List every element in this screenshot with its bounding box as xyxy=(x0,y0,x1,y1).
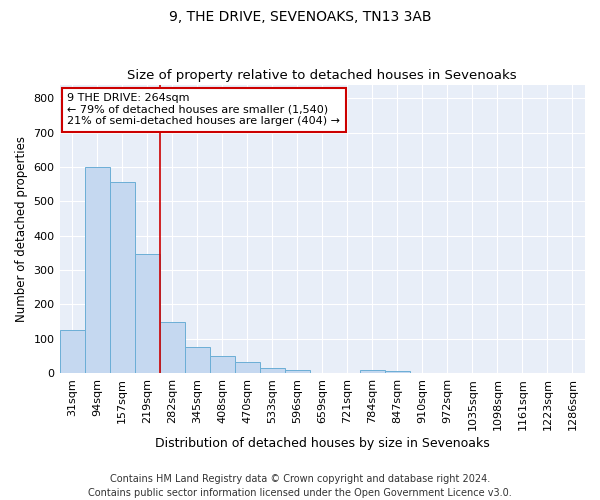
Bar xyxy=(260,368,285,373)
Bar xyxy=(85,166,110,373)
Bar xyxy=(110,182,134,373)
Text: 9 THE DRIVE: 264sqm
← 79% of detached houses are smaller (1,540)
21% of semi-det: 9 THE DRIVE: 264sqm ← 79% of detached ho… xyxy=(67,93,340,126)
Bar xyxy=(160,322,185,373)
Bar xyxy=(185,348,209,373)
Bar xyxy=(385,372,410,373)
Title: Size of property relative to detached houses in Sevenoaks: Size of property relative to detached ho… xyxy=(127,69,517,82)
Y-axis label: Number of detached properties: Number of detached properties xyxy=(15,136,28,322)
Text: Contains HM Land Registry data © Crown copyright and database right 2024.
Contai: Contains HM Land Registry data © Crown c… xyxy=(88,474,512,498)
Bar xyxy=(59,330,85,373)
Bar xyxy=(235,362,260,373)
Bar xyxy=(285,370,310,373)
Bar xyxy=(134,254,160,373)
Text: 9, THE DRIVE, SEVENOAKS, TN13 3AB: 9, THE DRIVE, SEVENOAKS, TN13 3AB xyxy=(169,10,431,24)
Bar xyxy=(209,356,235,373)
Bar xyxy=(360,370,385,373)
X-axis label: Distribution of detached houses by size in Sevenoaks: Distribution of detached houses by size … xyxy=(155,437,490,450)
